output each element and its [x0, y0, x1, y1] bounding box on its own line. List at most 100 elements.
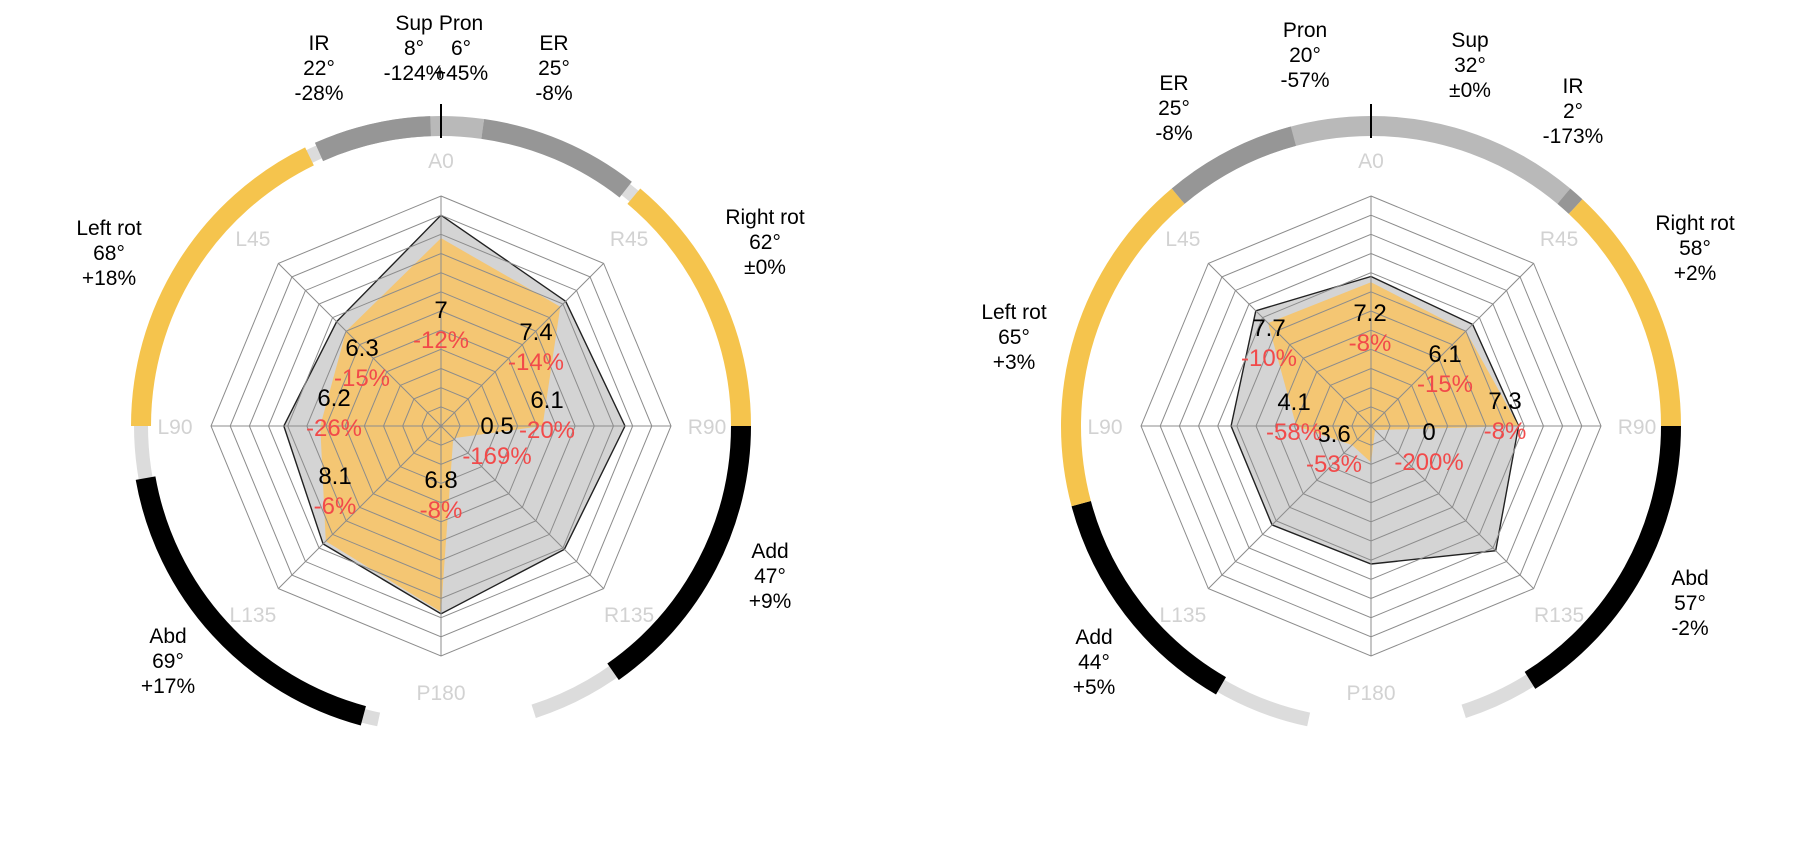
- arc-abd: [135, 476, 366, 726]
- arc-label-add-degrees: 47°: [754, 565, 786, 588]
- arc-label-left-rot-degrees: 68°: [93, 242, 125, 265]
- arc-label-right-rot-percent: +2%: [1674, 262, 1717, 285]
- arc-label-abd-degrees: 69°: [152, 650, 184, 673]
- arc-add: [1071, 501, 1227, 695]
- arc-label-abd-name: Abd: [1671, 567, 1708, 590]
- grid-spoke: [1370, 425, 1534, 589]
- radar-chart-2: A0 R45 R90 R135 P180 L135 L90 L45 7.2 -8% 6.1 -15% 7…: [981, 19, 1735, 727]
- point-percent-l45: -10%: [1241, 345, 1297, 372]
- radar-chart-1: A0 R45 R90 R135 P180 L135 L90 L45 7 -12% 7.4 -14% 6.…: [76, 12, 805, 727]
- point-percent-l90: -26%: [306, 415, 362, 442]
- arc-label-add-name: Add: [1075, 626, 1112, 649]
- point-value-l45: 7.7: [1252, 315, 1285, 342]
- grid-spoke: [440, 263, 604, 427]
- point-value-p180: 3.6: [1317, 421, 1350, 448]
- arc-label-er-degrees: 25°: [538, 57, 570, 80]
- arc-label-pron-name: Pron: [439, 12, 483, 35]
- arc-label-abd-degrees: 57°: [1674, 592, 1706, 615]
- arc-label-pron-percent: -57%: [1280, 69, 1329, 92]
- arc-label-add-name: Add: [751, 540, 788, 563]
- direction-label-l45: L45: [235, 228, 270, 251]
- arc-label-ir-percent: -173%: [1543, 125, 1604, 148]
- direction-label-a0: A0: [1358, 150, 1384, 173]
- grid-spoke: [1208, 263, 1372, 427]
- arc-add: [607, 425, 751, 680]
- arc-ir: [1557, 188, 1583, 214]
- arc-label-left-rot-percent: +3%: [993, 351, 1036, 374]
- point-percent-r90: -20%: [519, 417, 575, 444]
- direction-label-a0: A0: [428, 150, 454, 173]
- point-value-p180: 6.8: [424, 467, 457, 494]
- point-value-r90: 6.1: [530, 387, 563, 414]
- arc-label-sup-degrees: 32°: [1454, 54, 1486, 77]
- arc-label-right-rot-degrees: 62°: [749, 231, 781, 254]
- arc-label-right-rot-percent: ±0%: [744, 256, 786, 279]
- direction-label-l45: L45: [1165, 228, 1200, 251]
- point-percent-r45: -15%: [1417, 371, 1473, 398]
- arc-label-add-percent: +5%: [1073, 676, 1116, 699]
- point-percent-l135: -58%: [1266, 419, 1322, 446]
- grid-spoke: [1370, 263, 1534, 427]
- arc-label-ir-degrees: 22°: [303, 57, 335, 80]
- arc-label-left-rot-degrees: 65°: [998, 326, 1030, 349]
- point-percent-r135: -200%: [1394, 449, 1463, 476]
- point-percent-r135: -169%: [462, 443, 531, 470]
- point-percent-a0: -12%: [413, 327, 469, 354]
- arc-right-rot: [1568, 199, 1681, 427]
- arc-label-sup-name: Sup: [1451, 29, 1488, 52]
- arc-right-rot: [627, 188, 751, 427]
- direction-label-l135: L135: [230, 604, 277, 627]
- point-value-r135: 0: [1422, 419, 1435, 446]
- direction-label-r90: R90: [1618, 416, 1657, 439]
- arc-label-left-rot-name: Left rot: [981, 301, 1047, 324]
- arc-label-right-rot-name: Right rot: [725, 206, 805, 229]
- point-value-r45: 7.4: [519, 319, 552, 346]
- direction-label-r45: R45: [1540, 228, 1579, 251]
- direction-label-r45: R45: [610, 228, 649, 251]
- point-percent-l135: -6%: [314, 493, 357, 520]
- arc-label-add-degrees: 44°: [1078, 651, 1110, 674]
- point-value-r45: 6.1: [1428, 341, 1461, 368]
- arc-label-pron-degrees: 20°: [1289, 44, 1321, 67]
- point-value-l45: 6.3: [345, 335, 378, 362]
- arc-er: [481, 119, 632, 198]
- point-value-a0: 7: [434, 297, 447, 324]
- arc-label-er-percent: -8%: [1155, 122, 1192, 145]
- arc-left-rot: [131, 147, 314, 427]
- arc-label-ir-name: IR: [309, 32, 330, 55]
- grid-spoke: [278, 263, 442, 427]
- arc-label-er-name: ER: [1159, 72, 1188, 95]
- arc-label-pron-percent: +45%: [434, 62, 488, 85]
- arc-label-er-percent: -8%: [535, 82, 572, 105]
- direction-label-r135: R135: [1534, 604, 1584, 627]
- arc-label-sup-percent: ±0%: [1449, 79, 1491, 102]
- arc-label-er-degrees: 25°: [1158, 97, 1190, 120]
- arc-label-left-rot-percent: +18%: [82, 267, 136, 290]
- arc-label-abd-percent: -2%: [1671, 617, 1708, 640]
- grid-spoke: [440, 425, 604, 589]
- point-percent-r90: -8%: [1484, 418, 1527, 445]
- point-value-r135: 0.5: [480, 413, 513, 440]
- direction-label-l135: L135: [1160, 604, 1207, 627]
- arc-label-right-rot-degrees: 58°: [1679, 237, 1711, 260]
- arc-label-sup-degrees: 8°: [404, 37, 424, 60]
- arc-abd: [1524, 425, 1681, 689]
- point-value-l90: 6.2: [317, 385, 350, 412]
- arc-left-rot: [1061, 188, 1185, 507]
- arc-label-abd-name: Abd: [149, 625, 186, 648]
- point-value-a0: 7.2: [1353, 300, 1386, 327]
- direction-label-p180: P180: [416, 682, 465, 705]
- arc-label-pron-degrees: 6°: [451, 37, 471, 60]
- direction-label-l90: L90: [157, 416, 192, 439]
- direction-label-p180: P180: [1346, 682, 1395, 705]
- direction-label-r135: R135: [604, 604, 654, 627]
- point-percent-l45: -15%: [334, 365, 390, 392]
- point-percent-p180: -8%: [420, 497, 463, 524]
- arc-sup: [1370, 116, 1571, 204]
- arc-label-sup-percent: -124%: [384, 62, 445, 85]
- point-value-r90: 7.3: [1488, 388, 1521, 415]
- arc-ir: [314, 116, 432, 162]
- arc-label-pron-name: Pron: [1283, 19, 1327, 42]
- arc-label-ir-name: IR: [1563, 75, 1584, 98]
